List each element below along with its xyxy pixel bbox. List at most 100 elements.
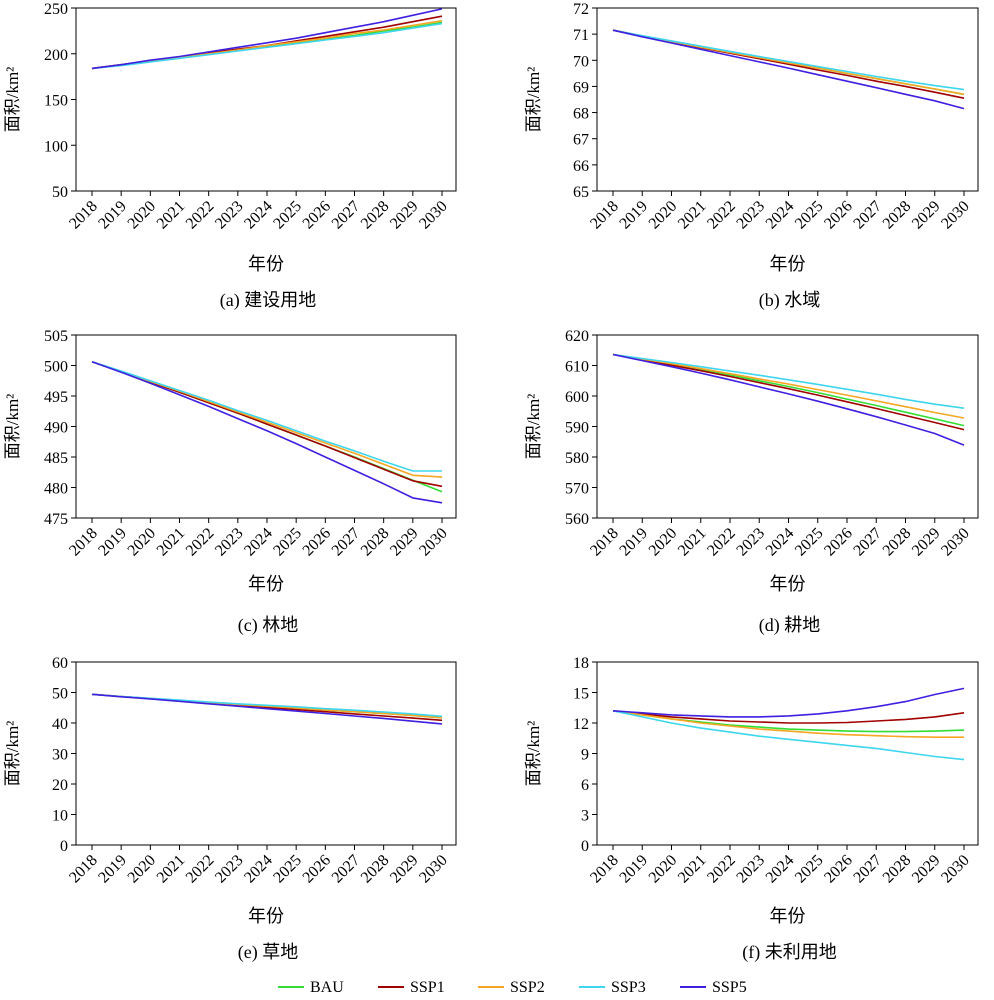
series-line-ssp2 <box>91 20 443 70</box>
x-tick-label: 2023 <box>212 198 247 233</box>
x-tick-label: 2030 <box>416 525 451 560</box>
x-tick-label: 2022 <box>704 525 739 560</box>
x-tick-label: 2020 <box>125 852 160 887</box>
x-tick-label: 2023 <box>212 852 247 887</box>
x-tick-label: 2025 <box>792 525 827 560</box>
y-tick-label: 18 <box>573 655 589 672</box>
legend: BAU SSP1 SSP2 SSP3 SSP5 <box>278 979 747 996</box>
y-tick-label: 69 <box>573 79 589 96</box>
series-line-ssp3 <box>612 353 965 409</box>
plot-frame <box>75 7 457 192</box>
series-line-ssp5 <box>612 29 965 110</box>
x-tick-label: 2019 <box>95 852 130 887</box>
x-tick-label: 2024 <box>241 198 276 233</box>
legend-label: BAU <box>310 979 344 996</box>
x-axis-label: 年份 <box>770 574 806 594</box>
x-tick-label: 2028 <box>880 525 915 560</box>
series-line-ssp1 <box>612 710 965 724</box>
y-tick-label: 60 <box>52 655 68 672</box>
y-tick-label: 72 <box>573 1 589 18</box>
x-tick-label: 2020 <box>646 525 681 560</box>
x-tick-label: 2018 <box>587 525 622 560</box>
plot-frame <box>596 7 979 192</box>
x-tick-label: 2022 <box>183 852 218 887</box>
y-tick-label: 67 <box>573 132 589 149</box>
y-tick-label: 0 <box>581 838 589 855</box>
y-tick-label: 40 <box>52 716 68 733</box>
series-line-ssp2 <box>612 353 965 419</box>
x-tick-label: 2019 <box>616 198 651 233</box>
y-tick-label: 610 <box>565 359 589 376</box>
y-tick-label: 570 <box>565 481 589 498</box>
series-line-ssp3 <box>91 22 443 70</box>
series-line-ssp5 <box>91 693 443 725</box>
series-line-ssp5 <box>612 353 965 446</box>
y-tick-label: 15 <box>573 686 589 703</box>
y-tick-label: 70 <box>573 53 589 70</box>
series-line-ssp3 <box>612 710 965 761</box>
series-line-ssp3 <box>91 361 442 472</box>
y-tick-label: 600 <box>565 389 589 406</box>
panel-caption: (a) 建设用地 <box>220 290 316 311</box>
x-tick-label: 2026 <box>300 198 335 233</box>
x-tick-label: 2018 <box>66 198 101 233</box>
x-tick-label: 2025 <box>270 525 305 560</box>
y-tick-label: 500 <box>44 359 68 376</box>
y-tick-label: 250 <box>44 1 68 18</box>
y-tick-label: 480 <box>44 481 68 498</box>
x-tick-label: 2024 <box>763 525 798 560</box>
y-tick-label: 66 <box>573 158 589 175</box>
panel-caption: (c) 林地 <box>238 615 298 636</box>
y-tick-label: 590 <box>565 420 589 437</box>
y-tick-label: 100 <box>44 138 68 155</box>
x-tick-label: 2019 <box>616 852 651 887</box>
y-tick-label: 71 <box>573 27 589 44</box>
x-tick-label: 2021 <box>154 525 189 560</box>
x-tick-label: 2030 <box>416 198 451 233</box>
series-line-ssp1 <box>612 353 965 431</box>
x-tick-label: 2021 <box>675 852 710 887</box>
x-tick-label: 2022 <box>704 852 739 887</box>
y-axis-label: 面积/km² <box>3 721 22 787</box>
x-tick-label: 2029 <box>387 852 422 887</box>
x-tick-label: 2027 <box>329 198 364 233</box>
y-tick-label: 50 <box>52 686 68 703</box>
y-axis-label: 面积/km² <box>3 67 22 133</box>
x-tick-label: 2026 <box>821 852 856 887</box>
x-tick-label: 2028 <box>358 525 393 560</box>
x-tick-label: 2024 <box>763 852 798 887</box>
x-tick-label: 2029 <box>909 525 944 560</box>
legend-item-ssp1: SSP1 <box>378 979 445 996</box>
y-tick-label: 30 <box>52 747 68 764</box>
y-tick-label: 68 <box>573 106 589 123</box>
plot-frame <box>596 661 979 846</box>
x-tick-label: 2021 <box>675 198 710 233</box>
panel-b: 65 66 67 68 69 70 71 72 201820192020202120222023… <box>524 1 979 311</box>
x-axis-label: 年份 <box>770 254 806 274</box>
legend-item-ssp3: SSP3 <box>579 979 646 996</box>
legend-item-ssp2: SSP2 <box>478 979 545 996</box>
x-tick-label: 2019 <box>95 198 130 233</box>
panel-caption: (e) 草地 <box>238 942 298 963</box>
x-tick-label: 2027 <box>850 525 885 560</box>
series-line-ssp5 <box>612 687 965 718</box>
plot-frame <box>75 661 457 846</box>
y-tick-label: 20 <box>52 777 68 794</box>
x-tick-label: 2020 <box>646 198 681 233</box>
x-tick-label: 2030 <box>938 852 973 887</box>
x-tick-label: 2020 <box>646 852 681 887</box>
x-tick-label: 2018 <box>66 852 101 887</box>
x-tick-label: 2021 <box>154 852 189 887</box>
x-tick-label: 2028 <box>880 852 915 887</box>
panel-f: 0369121518201820192020202120222023202420… <box>524 655 979 963</box>
y-tick-label: 150 <box>44 93 68 110</box>
legend-item-ssp5: SSP5 <box>680 979 747 996</box>
y-tick-label: 6 <box>581 777 589 794</box>
legend-label: SSP2 <box>510 979 545 996</box>
x-tick-label: 2024 <box>763 198 798 233</box>
y-tick-label: 580 <box>565 450 589 467</box>
y-tick-label: 475 <box>44 511 68 528</box>
y-tick-label: 495 <box>44 389 68 406</box>
legend-item-bau: BAU <box>278 979 344 996</box>
